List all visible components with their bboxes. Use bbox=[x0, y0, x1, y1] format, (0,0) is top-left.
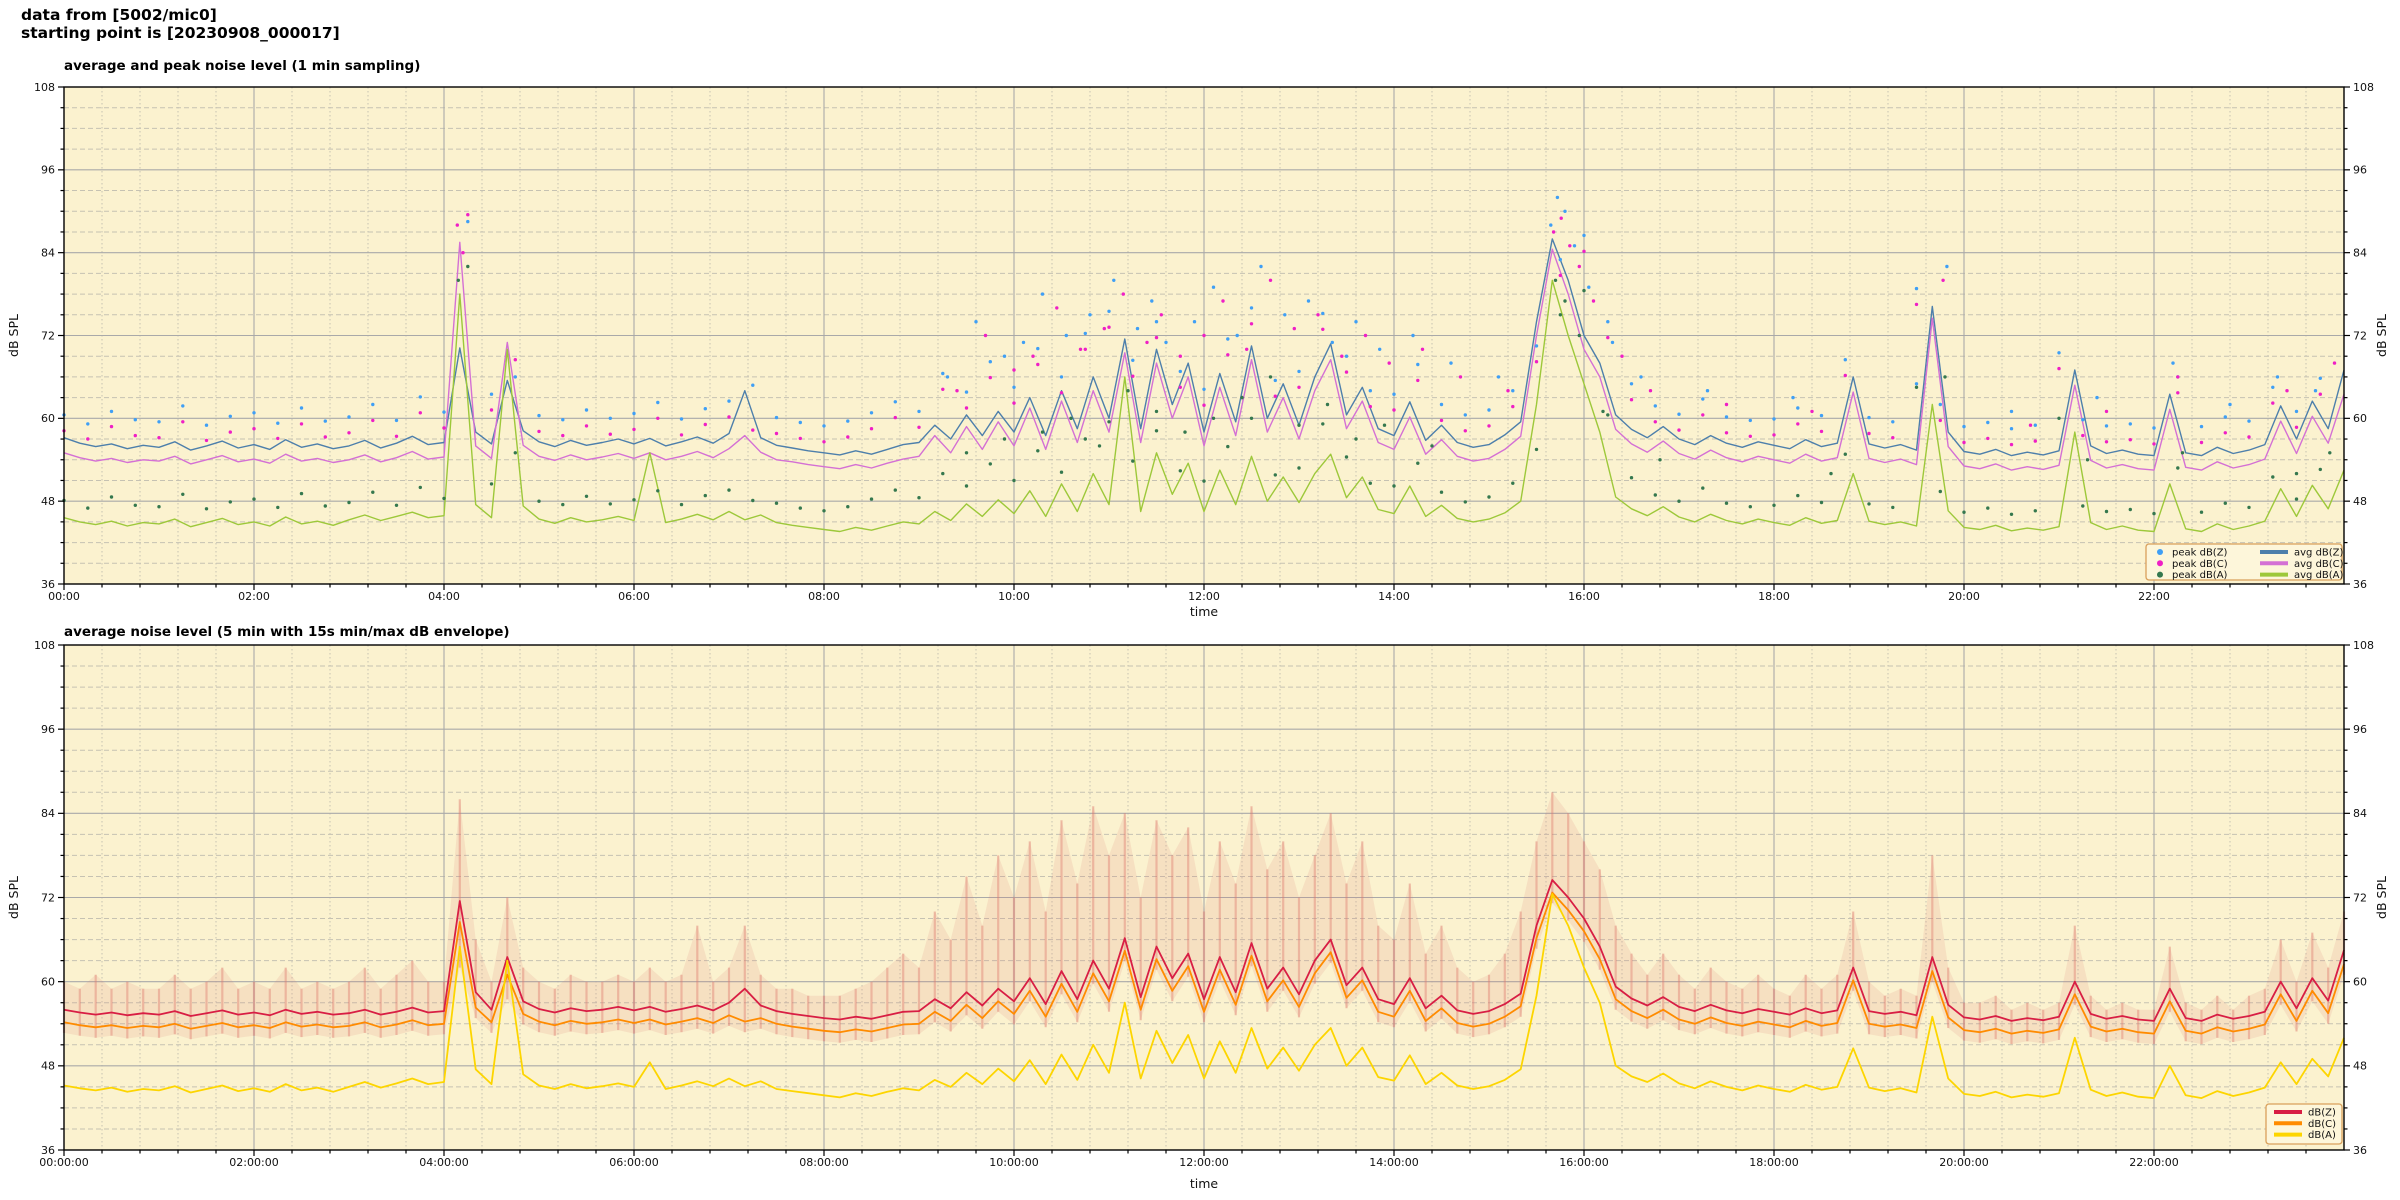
y-tick-labels: 36 36 48 48 60 60 72 72 84 84 96 96 108 108 bbox=[34, 639, 2374, 1157]
svg-text:96: 96 bbox=[41, 723, 55, 736]
svg-text:16:00: 16:00 bbox=[1568, 590, 1600, 603]
svg-text:22:00: 22:00 bbox=[2138, 590, 2170, 603]
svg-text:04:00: 04:00 bbox=[428, 590, 460, 603]
svg-text:84: 84 bbox=[41, 807, 55, 820]
axis-ticks bbox=[58, 86, 2350, 590]
y-axis-label-right: dB SPL bbox=[2374, 876, 2389, 919]
svg-text:72: 72 bbox=[2353, 329, 2367, 342]
svg-text:48: 48 bbox=[2353, 1060, 2367, 1073]
noise-chart-average-peak: 36 36 48 48 60 60 72 72 84 84 96 96 108 108 00:00 02:00… bbox=[6, 81, 2389, 619]
header-line-2: starting point is [20230908_000017] bbox=[21, 24, 340, 42]
svg-text:avg dB(Z): avg dB(Z) bbox=[2294, 548, 2344, 559]
svg-text:48: 48 bbox=[41, 495, 55, 508]
svg-text:08:00:00: 08:00:00 bbox=[799, 1156, 848, 1169]
series-db-z- bbox=[63, 879, 2345, 1022]
svg-text:14:00:00: 14:00:00 bbox=[1369, 1156, 1418, 1169]
svg-text:12:00: 12:00 bbox=[1188, 590, 1220, 603]
svg-text:12:00:00: 12:00:00 bbox=[1179, 1156, 1228, 1169]
envelope-band bbox=[64, 792, 2344, 1045]
svg-text:08:00: 08:00 bbox=[808, 590, 840, 603]
chart-bottom-title: average noise level (5 min with 15s min/… bbox=[64, 624, 510, 640]
svg-text:02:00: 02:00 bbox=[238, 590, 270, 603]
chart-top-title: average and peak noise level (1 min samp… bbox=[64, 58, 421, 74]
y-axis-label-right: dB SPL bbox=[2374, 314, 2389, 357]
grid-major bbox=[64, 87, 2344, 584]
x-axis-label: time bbox=[1190, 1176, 1219, 1191]
svg-text:10:00: 10:00 bbox=[998, 590, 1030, 603]
svg-text:peak dB(Z): peak dB(Z) bbox=[2172, 548, 2228, 559]
y-axis-label-left: dB SPL bbox=[6, 876, 21, 919]
svg-text:96: 96 bbox=[41, 164, 55, 177]
svg-text:36: 36 bbox=[2353, 578, 2367, 591]
noise-chart-average-envelope: 36 36 48 48 60 60 72 72 84 84 96 96 108 108 00:00:00 02… bbox=[6, 639, 2389, 1191]
series-avg-db-a- bbox=[63, 279, 2345, 533]
svg-text:04:00:00: 04:00:00 bbox=[419, 1156, 468, 1169]
scatter-peak-db-c- bbox=[62, 213, 2337, 447]
svg-text:14:00: 14:00 bbox=[1378, 590, 1410, 603]
svg-text:peak dB(C): peak dB(C) bbox=[2172, 559, 2228, 570]
y-axis-label-left: dB SPL bbox=[6, 314, 21, 357]
series-db-c- bbox=[63, 891, 2345, 1035]
svg-text:20:00: 20:00 bbox=[1948, 590, 1980, 603]
svg-text:108: 108 bbox=[34, 639, 55, 652]
svg-text:avg dB(C): avg dB(C) bbox=[2294, 559, 2344, 570]
svg-text:96: 96 bbox=[2353, 164, 2367, 177]
series-avg-db-z- bbox=[63, 238, 2345, 457]
svg-text:00:00:00: 00:00:00 bbox=[39, 1156, 88, 1169]
svg-text:peak dB(A): peak dB(A) bbox=[2172, 570, 2228, 581]
legend-marker-dot bbox=[2157, 571, 2163, 578]
series-db-a- bbox=[63, 893, 2345, 1100]
series-avg-db-c- bbox=[63, 241, 2345, 471]
svg-text:10:00:00: 10:00:00 bbox=[989, 1156, 1038, 1169]
svg-text:36: 36 bbox=[2353, 1144, 2367, 1157]
svg-text:18:00:00: 18:00:00 bbox=[1749, 1156, 1798, 1169]
svg-text:60: 60 bbox=[41, 976, 55, 989]
axis-ticks bbox=[58, 644, 2350, 1156]
x-tick-labels: 00:00:00 02:00:00 04:00:00 06:00:00 08:00:00… bbox=[39, 1156, 2178, 1169]
svg-text:02:00:00: 02:00:00 bbox=[229, 1156, 278, 1169]
y-tick-labels: 36 36 48 48 60 60 72 72 84 84 96 96 108 108 bbox=[34, 81, 2374, 591]
legend: peak dB(Z)peak dB(C)peak dB(A)avg dB(Z)a… bbox=[2145, 543, 2344, 581]
header-line-1: data from [5002/mic0] bbox=[21, 6, 217, 24]
svg-text:96: 96 bbox=[2353, 723, 2367, 736]
legend: dB(Z)dB(C)dB(A) bbox=[2265, 1103, 2343, 1145]
svg-text:108: 108 bbox=[2353, 81, 2374, 94]
legend-marker-dot bbox=[2157, 560, 2163, 567]
svg-text:48: 48 bbox=[2353, 495, 2367, 508]
svg-text:60: 60 bbox=[41, 412, 55, 425]
svg-text:72: 72 bbox=[41, 329, 55, 342]
svg-text:22:00:00: 22:00:00 bbox=[2129, 1156, 2178, 1169]
svg-text:18:00: 18:00 bbox=[1758, 590, 1790, 603]
svg-text:72: 72 bbox=[41, 891, 55, 904]
svg-text:avg dB(A): avg dB(A) bbox=[2294, 570, 2344, 581]
x-tick-labels: 00:00 02:00 04:00 06:00 08:00 10:00 12:00 14:00… bbox=[48, 590, 2170, 603]
grid-major bbox=[64, 645, 2344, 1150]
x-axis-label: time bbox=[1190, 604, 1219, 619]
svg-text:108: 108 bbox=[34, 81, 55, 94]
svg-text:16:00:00: 16:00:00 bbox=[1559, 1156, 1608, 1169]
svg-text:72: 72 bbox=[2353, 891, 2367, 904]
svg-text:06:00: 06:00 bbox=[618, 590, 650, 603]
svg-text:dB(C): dB(C) bbox=[2308, 1119, 2336, 1130]
svg-text:dB(A): dB(A) bbox=[2308, 1130, 2336, 1141]
svg-text:36: 36 bbox=[41, 1144, 55, 1157]
scatter-peak-db-a- bbox=[62, 264, 2332, 516]
svg-text:60: 60 bbox=[2353, 412, 2367, 425]
svg-text:84: 84 bbox=[2353, 807, 2367, 820]
svg-text:dB(Z): dB(Z) bbox=[2308, 1108, 2336, 1119]
svg-text:84: 84 bbox=[2353, 247, 2367, 260]
svg-text:20:00:00: 20:00:00 bbox=[1939, 1156, 1988, 1169]
svg-text:84: 84 bbox=[41, 247, 55, 260]
svg-text:48: 48 bbox=[41, 1060, 55, 1073]
svg-text:00:00: 00:00 bbox=[48, 590, 80, 603]
legend-marker-dot bbox=[2157, 549, 2163, 555]
svg-text:06:00:00: 06:00:00 bbox=[609, 1156, 658, 1169]
svg-text:108: 108 bbox=[2353, 639, 2374, 652]
svg-text:60: 60 bbox=[2353, 976, 2367, 989]
svg-text:36: 36 bbox=[41, 578, 55, 591]
scatter-peak-db-z- bbox=[62, 195, 2322, 431]
